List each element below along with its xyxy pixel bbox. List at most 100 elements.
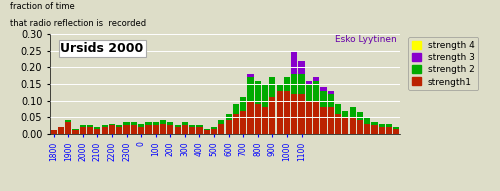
Bar xyxy=(284,91,290,134)
Text: Esko Lyytinen: Esko Lyytinen xyxy=(335,35,396,44)
Bar xyxy=(174,127,180,134)
Bar xyxy=(204,129,210,130)
Bar xyxy=(72,130,78,134)
Bar xyxy=(58,127,64,134)
Bar xyxy=(152,122,159,125)
Bar xyxy=(284,77,290,91)
Bar xyxy=(248,101,254,134)
Bar xyxy=(313,81,319,101)
Bar xyxy=(320,91,326,107)
Bar xyxy=(116,127,122,134)
Bar xyxy=(196,125,202,127)
Bar xyxy=(328,94,334,107)
Bar xyxy=(291,94,298,134)
Bar xyxy=(394,129,400,134)
Bar xyxy=(386,124,392,127)
Bar xyxy=(116,125,122,127)
Bar xyxy=(138,127,144,134)
Bar xyxy=(378,124,385,127)
Bar xyxy=(80,125,86,127)
Bar xyxy=(124,122,130,125)
Bar xyxy=(240,111,246,134)
Bar xyxy=(167,122,173,125)
Bar xyxy=(350,117,356,134)
Bar xyxy=(233,104,239,114)
Bar xyxy=(94,129,100,134)
Bar xyxy=(102,127,108,134)
Bar xyxy=(211,129,217,134)
Bar xyxy=(386,127,392,134)
Bar xyxy=(328,107,334,134)
Bar xyxy=(131,125,137,134)
Bar xyxy=(357,121,363,134)
Bar xyxy=(335,104,341,114)
Bar xyxy=(364,117,370,124)
Bar xyxy=(328,91,334,94)
Bar xyxy=(342,111,348,117)
Bar xyxy=(378,127,385,134)
Bar xyxy=(218,121,224,124)
Bar xyxy=(248,77,254,101)
Bar xyxy=(233,114,239,134)
Bar xyxy=(306,84,312,101)
Bar xyxy=(211,127,217,129)
Bar xyxy=(152,125,159,134)
Bar xyxy=(320,107,326,134)
Bar xyxy=(94,127,100,129)
Bar xyxy=(160,124,166,134)
Bar xyxy=(313,77,319,81)
Bar xyxy=(394,127,400,129)
Bar xyxy=(254,104,261,134)
Bar xyxy=(102,125,108,127)
Bar xyxy=(138,124,144,127)
Bar xyxy=(342,117,348,134)
Bar xyxy=(87,127,93,134)
Bar xyxy=(298,61,304,74)
Bar xyxy=(291,74,298,94)
Bar xyxy=(182,122,188,125)
Bar xyxy=(364,124,370,134)
Legend: strength 4, strength 3, strength 2, strength1: strength 4, strength 3, strength 2, stre… xyxy=(408,37,478,90)
Bar xyxy=(124,125,130,134)
Bar xyxy=(262,107,268,134)
Bar xyxy=(372,125,378,134)
Bar xyxy=(65,122,71,134)
Bar xyxy=(87,125,93,127)
Bar xyxy=(298,74,304,94)
Bar xyxy=(254,81,261,104)
Bar xyxy=(306,81,312,84)
Bar xyxy=(146,122,152,125)
Bar xyxy=(320,87,326,91)
Text: Ursids 2000: Ursids 2000 xyxy=(60,42,144,55)
Bar xyxy=(204,130,210,134)
Bar xyxy=(306,101,312,134)
Bar xyxy=(189,125,196,127)
Bar xyxy=(276,91,283,134)
Bar xyxy=(218,124,224,134)
Bar xyxy=(298,94,304,134)
Bar xyxy=(226,114,232,121)
Bar xyxy=(313,101,319,134)
Bar xyxy=(189,127,196,134)
Bar xyxy=(167,125,173,134)
Bar xyxy=(240,97,246,111)
Bar xyxy=(226,121,232,134)
Bar xyxy=(80,127,86,134)
Bar xyxy=(182,125,188,134)
Bar xyxy=(276,84,283,91)
Text: fraction of time: fraction of time xyxy=(10,2,75,11)
Bar xyxy=(50,130,56,134)
Bar xyxy=(146,125,152,134)
Bar xyxy=(270,97,276,134)
Bar xyxy=(196,127,202,134)
Bar xyxy=(160,121,166,124)
Bar xyxy=(350,107,356,117)
Bar xyxy=(109,124,115,125)
Bar xyxy=(357,112,363,121)
Bar xyxy=(262,84,268,107)
Bar xyxy=(270,77,276,97)
Bar xyxy=(65,121,71,122)
Bar xyxy=(72,129,78,130)
Bar xyxy=(372,122,378,125)
Bar xyxy=(248,74,254,77)
